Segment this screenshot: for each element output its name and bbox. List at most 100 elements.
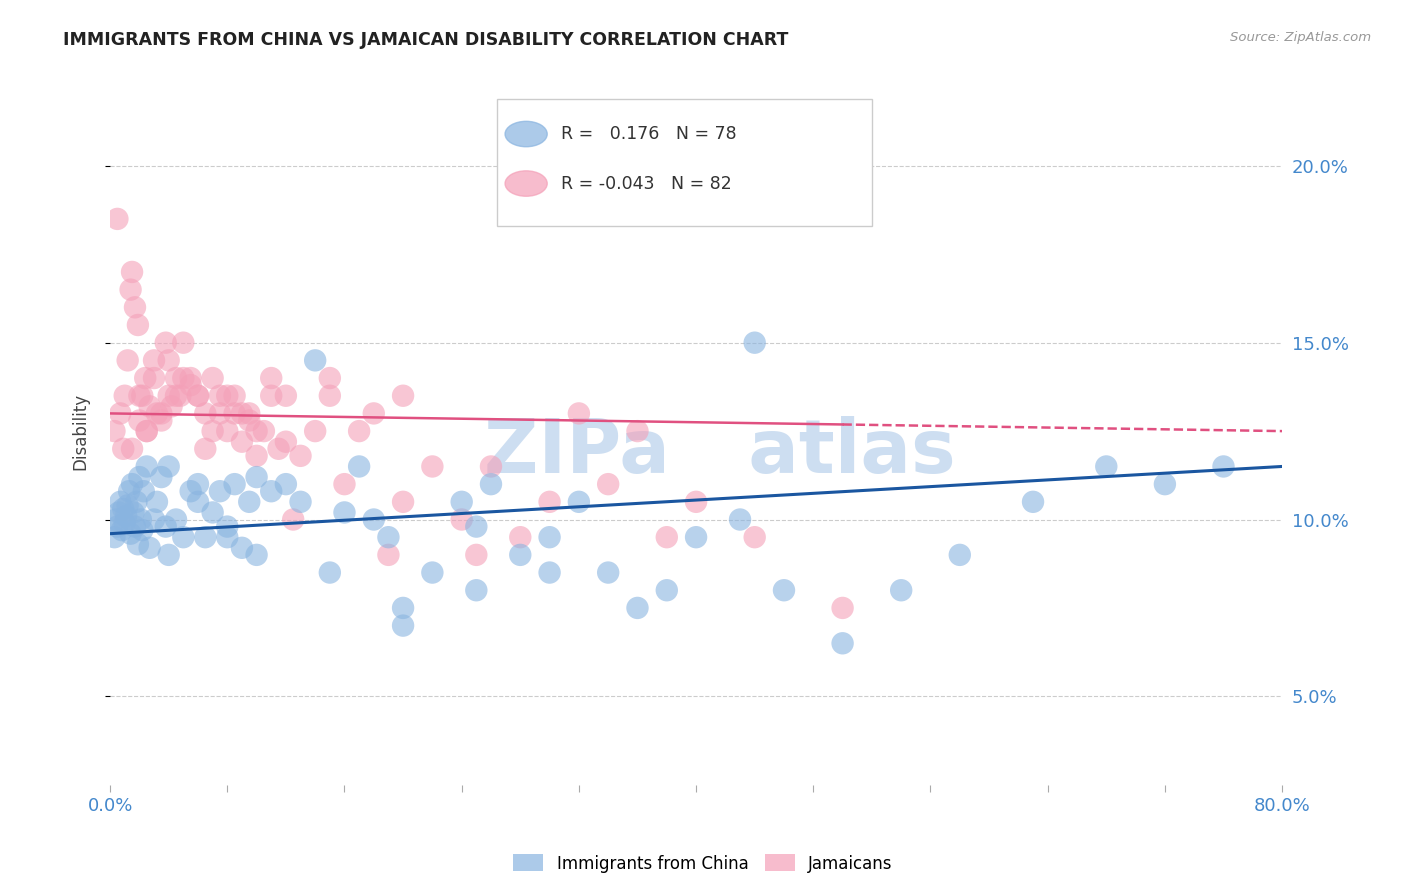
Point [187,389,209,403]
Point [127,537,149,551]
Text: R = -0.043   N = 82: R = -0.043 N = 82 [561,175,733,193]
Point [831,601,853,615]
Point [655,583,678,598]
Point [120,526,142,541]
Point [172,371,194,385]
Point [949,548,972,562]
Point [165,389,187,403]
Point [125,495,148,509]
Point [655,530,678,544]
Point [238,495,260,509]
Point [260,484,283,499]
Point [1022,495,1045,509]
Point [773,583,796,598]
Point [450,495,472,509]
Point [377,530,399,544]
Point [217,424,239,438]
Point [422,566,444,580]
Point [146,495,169,509]
Point [890,583,912,598]
Point [333,505,356,519]
Point [245,470,267,484]
Point [135,459,157,474]
Point [538,495,561,509]
Point [231,434,253,449]
Point [169,389,191,403]
Point [450,512,472,526]
Point [509,548,531,562]
Point [363,406,385,420]
Point [744,335,766,350]
Point [111,523,134,537]
Point [103,530,125,544]
Point [104,512,127,526]
Point [114,389,136,403]
Point [138,400,160,414]
Point [217,530,239,544]
Point [208,484,231,499]
Point [392,495,415,509]
Point [187,477,209,491]
Point [231,406,253,420]
Point [122,505,145,519]
Point [422,459,444,474]
Point [117,353,139,368]
Point [274,389,297,403]
Point [253,424,276,438]
Point [172,335,194,350]
Point [626,601,648,615]
Point [180,378,202,392]
Point [155,519,177,533]
Point [110,406,132,420]
Legend: Immigrants from China, Jamaicans: Immigrants from China, Jamaicans [506,847,900,880]
Point [238,406,260,420]
Point [128,389,150,403]
Point [194,442,217,456]
Point [319,371,342,385]
Point [217,389,239,403]
Point [105,519,128,533]
Point [392,389,415,403]
Point [245,548,267,562]
Point [283,512,305,526]
Point [319,566,342,580]
Point [155,335,177,350]
Point [568,495,591,509]
Point [150,470,173,484]
Point [110,495,132,509]
Point [157,459,180,474]
Point [124,519,146,533]
Y-axis label: Disability: Disability [72,392,89,470]
Point [124,301,146,315]
Point [260,389,283,403]
Point [224,389,246,403]
Point [132,484,155,499]
Point [165,371,187,385]
Point [598,566,620,580]
Circle shape [505,121,547,147]
Point [347,459,370,474]
Point [138,541,160,555]
Point [208,389,231,403]
Point [685,530,707,544]
Point [172,530,194,544]
Point [231,541,253,555]
Point [245,449,267,463]
Point [187,389,209,403]
Point [143,353,166,368]
Point [538,530,561,544]
Point [238,413,260,427]
Point [165,512,187,526]
Point [274,477,297,491]
Point [157,389,180,403]
Point [479,459,502,474]
Point [150,406,173,420]
Point [217,519,239,533]
Text: ZIPa   atlas: ZIPa atlas [484,416,955,489]
Point [538,566,561,580]
Point [598,477,620,491]
Point [744,530,766,544]
Point [274,434,297,449]
Point [128,413,150,427]
Point [392,618,415,632]
